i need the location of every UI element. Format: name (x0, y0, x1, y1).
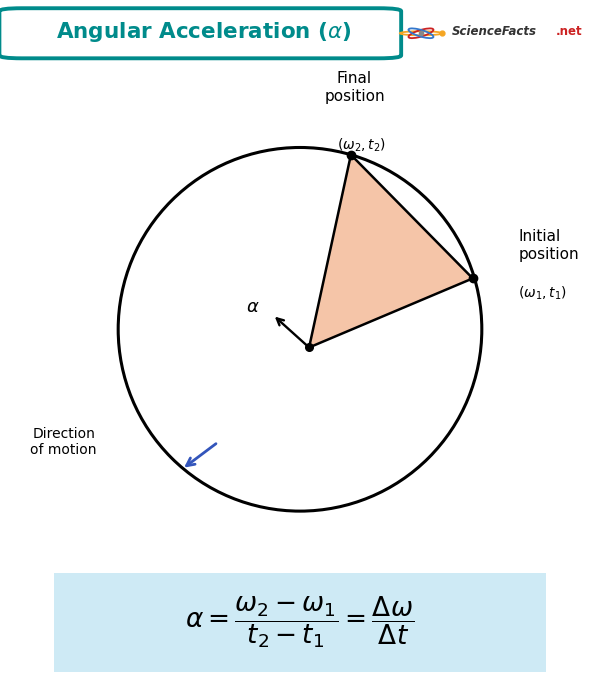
Text: ScienceFacts: ScienceFacts (452, 25, 536, 38)
Text: $(\omega_2, t_2)$: $(\omega_2, t_2)$ (337, 137, 386, 154)
Text: $(\omega_1, t_1)$: $(\omega_1, t_1)$ (518, 284, 567, 302)
Text: Direction
of motion: Direction of motion (31, 427, 97, 457)
Text: Angular Acceleration ($\alpha$): Angular Acceleration ($\alpha$) (56, 21, 352, 45)
Text: Initial
position: Initial position (518, 229, 579, 262)
Text: $\alpha = \dfrac{\omega_2 - \omega_1}{t_2 - t_1} = \dfrac{\Delta\omega}{\Delta t: $\alpha = \dfrac{\omega_2 - \omega_1}{t_… (185, 595, 415, 650)
FancyBboxPatch shape (39, 572, 561, 673)
FancyBboxPatch shape (0, 8, 401, 58)
Text: .net: .net (556, 25, 582, 38)
Text: $\alpha$: $\alpha$ (247, 298, 260, 316)
Polygon shape (309, 155, 473, 348)
Text: Final
position: Final position (324, 71, 385, 104)
